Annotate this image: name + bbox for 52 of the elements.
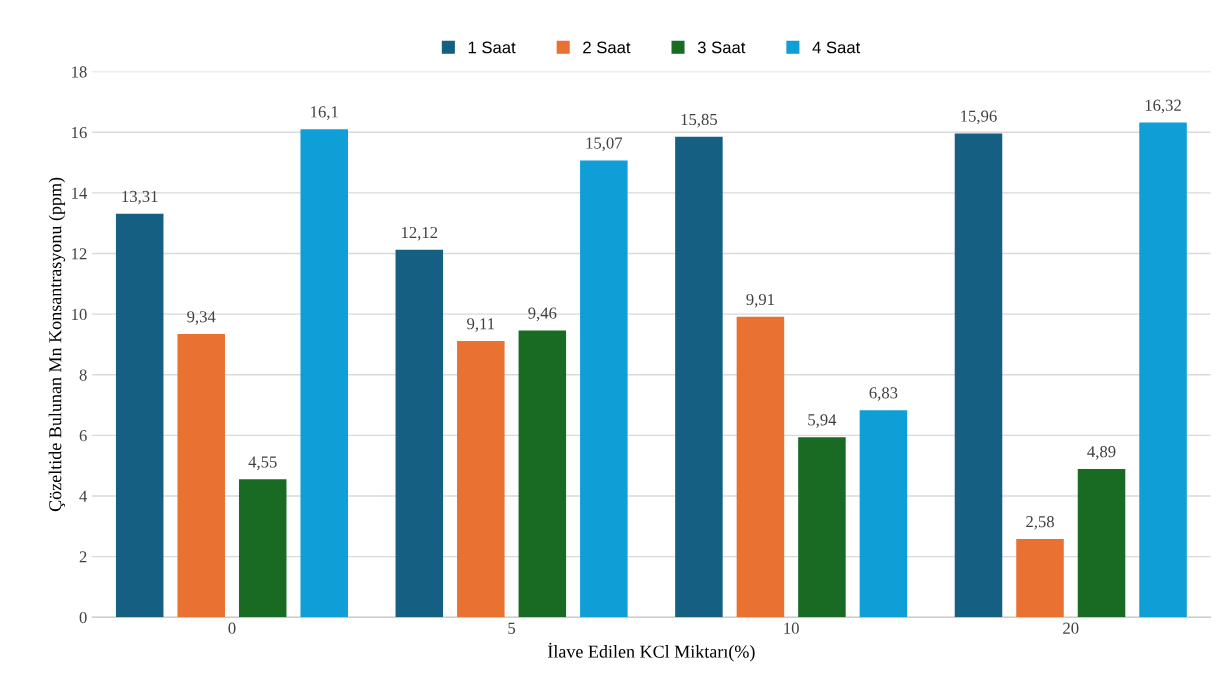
y-tick-label: 18 — [72, 66, 87, 78]
bar — [859, 410, 908, 618]
x-tick-label: 0 — [228, 622, 236, 634]
y-tick-label: 4 — [79, 490, 88, 502]
data-label: 9,91 — [746, 293, 774, 308]
x-tick-label: 20 — [1063, 622, 1079, 634]
bar — [1077, 468, 1126, 618]
legend-label: 4 Saat — [812, 41, 861, 54]
bar — [238, 479, 287, 618]
data-label: 16,1 — [311, 106, 338, 120]
x-axis-title: İlave Edilen KCl Miktarı(%) — [547, 642, 755, 662]
x-tick-label: 5 — [508, 622, 516, 634]
data-label: 4,89 — [1087, 446, 1116, 460]
data-label: 2,58 — [1026, 516, 1054, 530]
data-label: 9,34 — [187, 311, 216, 325]
y-tick-label: 0 — [79, 611, 87, 624]
bar — [580, 160, 628, 618]
legend-label: 3 Saat — [697, 41, 746, 54]
legend-label: 1 Saat — [468, 41, 516, 54]
y-tick-label: 10 — [72, 308, 87, 321]
bar — [457, 341, 505, 618]
data-label: 9,46 — [528, 307, 557, 322]
legend-label: 2 Saat — [583, 41, 631, 54]
bar — [300, 129, 349, 618]
y-tick-label: 12 — [72, 248, 87, 260]
data-label: 6,83 — [869, 387, 898, 401]
data-label: 4,55 — [248, 456, 277, 470]
data-label: 5,94 — [808, 414, 837, 428]
y-tick-label: 6 — [79, 430, 87, 442]
y-tick-label: 2 — [79, 551, 87, 563]
bar — [1139, 122, 1187, 618]
data-label: 15,07 — [586, 137, 623, 152]
bar — [675, 136, 723, 618]
data-label: 9,11 — [467, 318, 495, 332]
bar — [736, 316, 785, 618]
bar — [395, 249, 444, 618]
bar — [518, 330, 567, 618]
bar — [954, 133, 1003, 618]
data-label: 15,96 — [961, 110, 997, 125]
bar — [1016, 539, 1064, 618]
bar — [115, 213, 164, 618]
bar — [177, 334, 225, 618]
y-axis-title: Çözeltide Bulunan Mn Konsantrasyonu (ppm) — [48, 177, 66, 512]
bar — [798, 437, 846, 618]
data-label: 15,85 — [681, 113, 717, 128]
y-tick-label: 16 — [72, 126, 87, 139]
x-tick-label: 10 — [784, 622, 799, 634]
data-label: 13,31 — [122, 190, 158, 205]
y-tick-label: 14 — [72, 187, 88, 199]
data-label: 12,12 — [402, 226, 438, 241]
y-tick-label: 8 — [79, 369, 87, 381]
data-label: 16,32 — [1145, 99, 1181, 114]
